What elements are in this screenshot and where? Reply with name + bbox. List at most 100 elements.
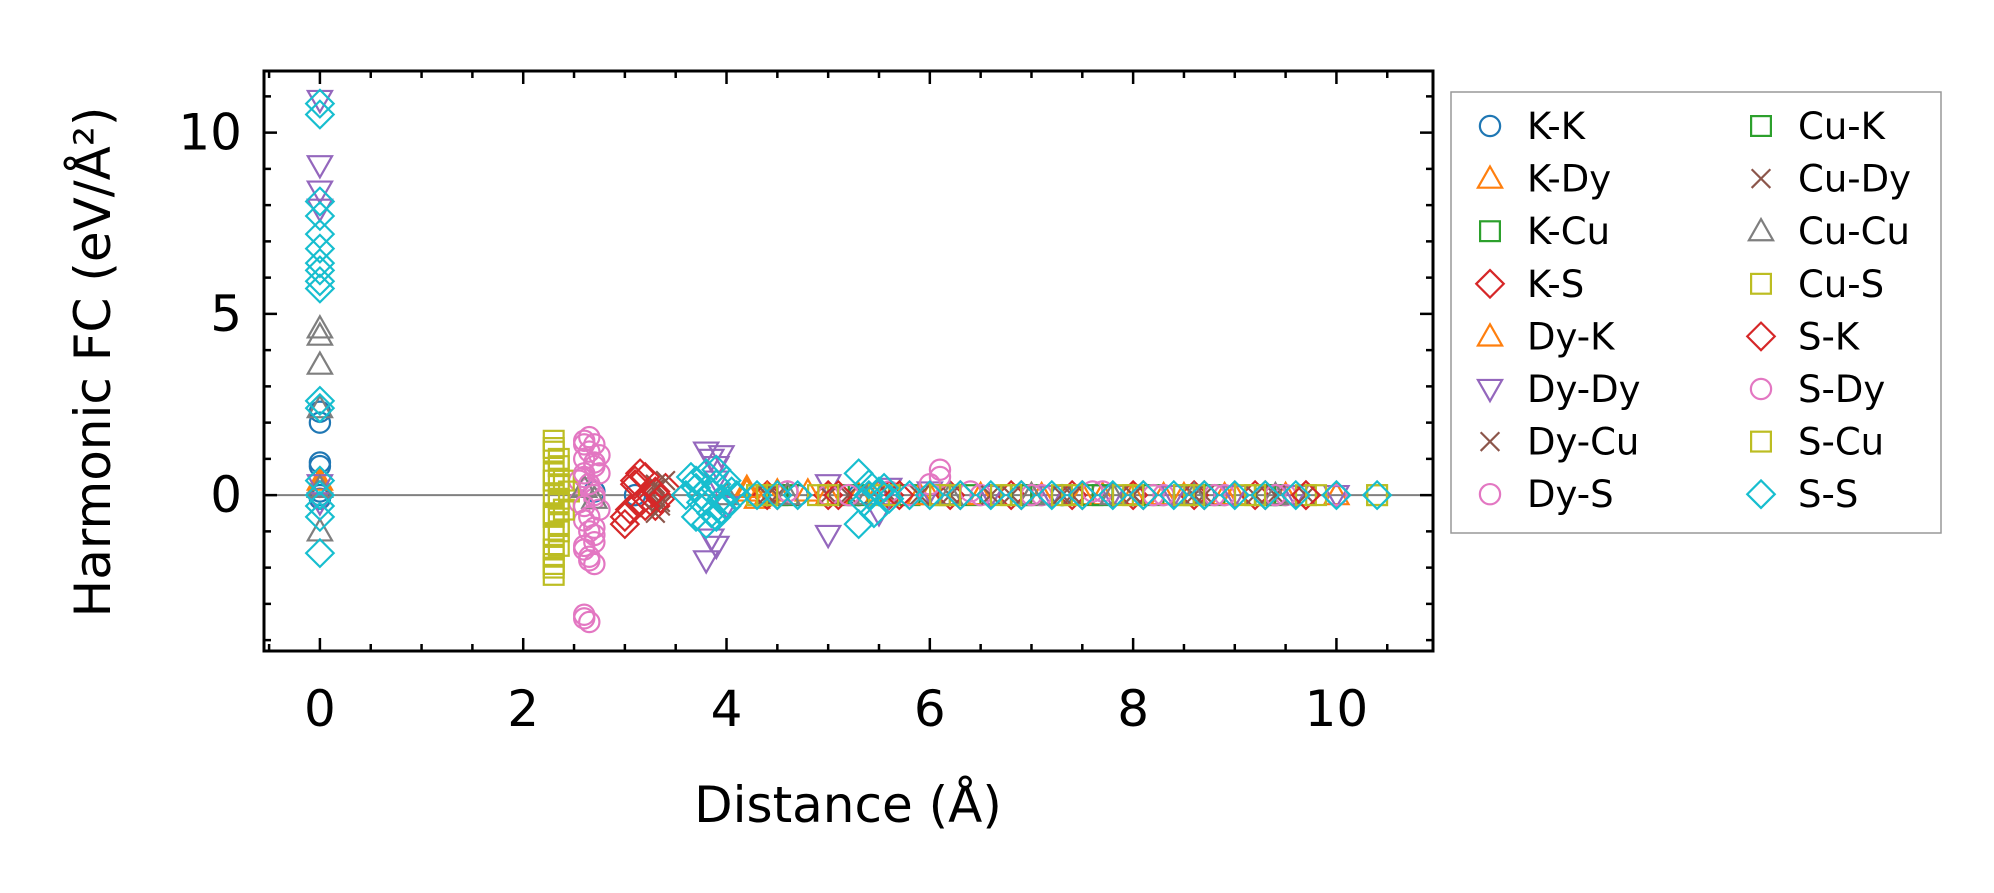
data-point (304, 255, 336, 286)
data-point (304, 490, 336, 522)
data-point (629, 490, 661, 522)
data-point (578, 440, 601, 463)
data-point (782, 479, 813, 511)
data-point (814, 524, 843, 550)
data-point (1280, 479, 1312, 511)
legend-label: K-Cu (1527, 210, 1610, 253)
data-point (542, 469, 565, 492)
y-tick-label: 10 (178, 104, 242, 162)
data-point (1249, 479, 1281, 511)
axis-ticks-layer (264, 71, 1433, 651)
legend-entry-k-s: K-S (1474, 263, 1584, 306)
data-point (853, 479, 885, 511)
data-point (304, 99, 336, 130)
data-point (1305, 484, 1328, 507)
data-point (701, 468, 732, 500)
data-point (572, 433, 596, 456)
data-point (305, 466, 334, 491)
data-point (1127, 479, 1159, 511)
legend-marker (1476, 164, 1504, 189)
legend-marker (1478, 482, 1502, 506)
legend-entry-s-k: S-K (1745, 315, 1861, 358)
data-point (939, 484, 962, 507)
legend-marker (1749, 272, 1772, 295)
data-point (1061, 484, 1084, 507)
legend-label: Dy-Dy (1527, 368, 1640, 411)
x-tick-label: 8 (1117, 680, 1149, 738)
series-cu-s (542, 429, 1389, 586)
legend-marker (1749, 430, 1772, 453)
data-point (711, 465, 742, 496)
data-point (542, 505, 565, 528)
data-point (773, 480, 802, 506)
legend-entry-dy-dy: Dy-Dy (1476, 368, 1640, 411)
data-point (1097, 479, 1129, 511)
data-point (308, 411, 332, 434)
data-point (305, 155, 334, 180)
legend-marker (1478, 114, 1502, 138)
legend-frame (1450, 91, 1942, 534)
data-point (1290, 479, 1322, 511)
legend-entry-s-cu: S-Cu (1749, 421, 1884, 464)
data-point (640, 476, 671, 507)
data-point (305, 393, 334, 419)
legend-label: Cu-K (1798, 105, 1887, 148)
data-point (1361, 479, 1393, 511)
legend-label: Dy-Cu (1527, 421, 1639, 464)
data-point (619, 468, 651, 500)
legend-label: Dy-K (1527, 315, 1616, 358)
data-point (619, 465, 651, 496)
legend-label: Cu-Cu (1798, 210, 1910, 253)
legend-label: S-Cu (1798, 421, 1884, 464)
data-point (692, 550, 721, 575)
data-point (645, 483, 676, 515)
legend-marker (1749, 377, 1773, 401)
data-point (762, 479, 793, 511)
data-point (1183, 484, 1206, 507)
data-point (1000, 484, 1023, 507)
data-point (1036, 479, 1068, 511)
data-point (975, 479, 1007, 511)
data-point (572, 534, 596, 558)
data-point (304, 200, 336, 232)
legend-label: Dy-S (1527, 473, 1614, 516)
legend-entry-dy-k: Dy-K (1476, 315, 1616, 358)
data-point (1244, 484, 1267, 507)
data-point (304, 479, 336, 511)
data-point (1006, 479, 1037, 511)
data-point (894, 479, 925, 511)
data-point (670, 479, 702, 511)
legend-label: Cu-S (1798, 263, 1884, 306)
data-point (305, 350, 334, 375)
data-point (304, 265, 336, 297)
tick-labels-layer: 0 2 4 6 8 10 0 5 10 (178, 104, 1368, 738)
legend-label: K-K (1527, 105, 1587, 148)
data-point (1122, 484, 1145, 507)
data-point (858, 497, 890, 529)
data-point (817, 484, 840, 507)
data-point (304, 247, 336, 279)
data-point (588, 444, 611, 467)
data-point (304, 537, 336, 569)
legend-marker (1747, 216, 1775, 242)
data-point (650, 492, 671, 513)
legend-entry-cu-dy: Cu-Dy (1750, 158, 1911, 201)
data-point (578, 545, 601, 568)
data-point (614, 494, 646, 525)
data-point (547, 487, 570, 510)
data-point (305, 321, 334, 346)
data-point (914, 479, 946, 511)
data-point (304, 392, 336, 424)
data-point (609, 501, 641, 533)
legend-marker (1476, 322, 1504, 347)
data-point (583, 552, 606, 576)
data-point (741, 479, 773, 511)
x-axis-label: Distance (Å) (694, 776, 1002, 834)
x-tick-label: 2 (507, 680, 539, 738)
legend-marker (1479, 431, 1501, 452)
legend-entry-cu-s: Cu-S (1749, 263, 1884, 306)
legend-entry-dy-cu: Dy-Cu (1479, 421, 1639, 464)
data-point (624, 458, 656, 489)
data-point (578, 425, 601, 449)
